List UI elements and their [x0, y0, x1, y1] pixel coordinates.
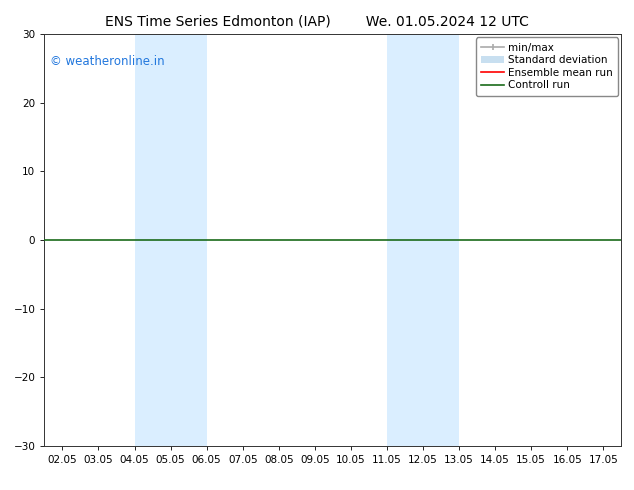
Bar — [134, 34, 207, 446]
Bar — [387, 34, 459, 446]
Legend: min/max, Standard deviation, Ensemble mean run, Controll run: min/max, Standard deviation, Ensemble me… — [476, 37, 618, 96]
Text: ENS Time Series Edmonton (IAP)        We. 01.05.2024 12 UTC: ENS Time Series Edmonton (IAP) We. 01.05… — [105, 15, 529, 29]
Text: © weatheronline.in: © weatheronline.in — [50, 55, 165, 68]
